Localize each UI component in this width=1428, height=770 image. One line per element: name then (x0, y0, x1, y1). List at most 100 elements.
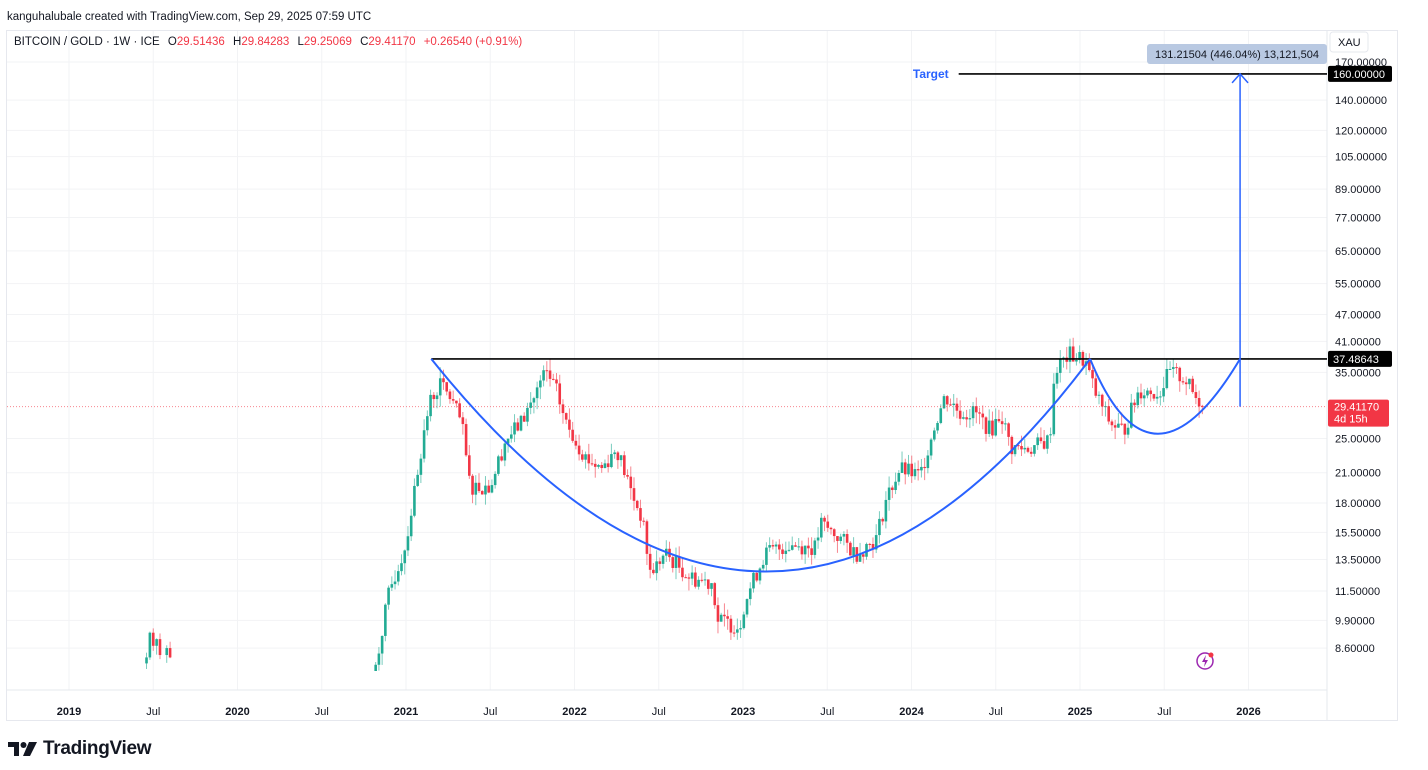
candle-body (803, 545, 807, 555)
candle-body (945, 396, 949, 405)
candle-body (690, 572, 694, 579)
candle-body (829, 527, 833, 530)
candle-body (710, 583, 713, 589)
candle-body (816, 537, 820, 541)
currency-box[interactable] (1329, 31, 1369, 53)
candle-body (978, 412, 981, 414)
candle-body (400, 563, 403, 572)
candle-body (1097, 394, 1101, 396)
candle-body (1165, 369, 1169, 389)
candle-body (952, 403, 955, 406)
candle-body (616, 452, 620, 461)
candle-body (1007, 423, 1010, 437)
candle-body (968, 418, 972, 420)
high-label: H (233, 36, 242, 48)
resistance-price-label-box (1328, 350, 1392, 367)
candle-body (1136, 392, 1140, 406)
candle-body (648, 553, 652, 570)
candle-body (1120, 423, 1123, 425)
candle-body (768, 545, 771, 548)
candle-body (539, 380, 542, 388)
price-tick-label: 21.00000 (1335, 468, 1381, 480)
candle-body (581, 454, 584, 460)
candle-body (1036, 437, 1039, 446)
candle-body (1107, 406, 1110, 422)
candle-body (1042, 441, 1046, 449)
candle-body (532, 398, 536, 403)
candle-body (920, 466, 923, 471)
candle-body (900, 462, 904, 473)
lightning-icon-ring (1196, 652, 1214, 670)
symbol-title[interactable]: BITCOIN / GOLD · 1W · ICE (14, 36, 160, 48)
tradingview-logo[interactable]: TradingView (8, 738, 152, 760)
handle-curve[interactable] (1089, 358, 1241, 435)
candle-body (842, 534, 846, 537)
currency-label: XAU (1338, 37, 1361, 49)
candle-body (610, 454, 613, 468)
candle-body (1139, 392, 1143, 399)
candle-body (522, 415, 526, 422)
candle-body (1033, 445, 1036, 454)
candle-body (396, 571, 400, 582)
candle-body (1039, 437, 1043, 442)
candle-body (1155, 396, 1159, 399)
candle-body (1142, 395, 1146, 399)
candle-body (606, 463, 610, 468)
candle-body (558, 383, 562, 405)
candle-body (881, 518, 884, 522)
price-axis[interactable]: 170.00000140.00000120.00000105.0000089.0… (1328, 31, 1392, 655)
candle-body (826, 521, 830, 528)
candle-body (1171, 367, 1175, 369)
candle-body (390, 584, 394, 588)
candle-body (813, 540, 817, 555)
candle-body (1049, 434, 1052, 436)
candle-body (490, 485, 494, 493)
change-value: +0.26540 (+0.91%) (423, 36, 523, 48)
candle-body (929, 439, 933, 456)
time-tick-label: 2019 (57, 706, 81, 718)
candle-body (991, 420, 994, 436)
candle-body (658, 561, 662, 564)
candle-body (800, 546, 804, 555)
candle-body (623, 455, 626, 476)
candle-body (387, 587, 390, 605)
candle-body (639, 508, 642, 521)
candle-body (384, 604, 387, 636)
close-value: 29.41170 (368, 36, 416, 48)
candle-body (874, 535, 878, 550)
candle-body (1068, 346, 1072, 362)
candle-body (887, 487, 891, 500)
candle-body (1091, 370, 1094, 379)
candle-body (716, 605, 720, 622)
candle-body (155, 639, 158, 646)
candle-body (480, 491, 484, 495)
candle-body (497, 456, 500, 474)
candle-body (455, 400, 458, 404)
candle-body (548, 370, 552, 379)
candle-body (903, 462, 907, 475)
candle-body (674, 556, 678, 568)
candle-body (878, 518, 881, 536)
candle-body (884, 499, 888, 522)
candle-body (1055, 372, 1059, 384)
lightning-icon[interactable] (1196, 652, 1214, 670)
candle-body (671, 557, 675, 568)
candle-body (1029, 451, 1033, 454)
candle-body (942, 396, 946, 409)
candle-body (1181, 381, 1185, 383)
candle-body (1071, 346, 1075, 362)
low-value: 29.25069 (303, 36, 352, 48)
candle-body (984, 417, 988, 434)
time-tick-label: 2023 (731, 706, 755, 718)
chart-credit: kanguhalubale created with TradingView.c… (7, 11, 372, 23)
candle-body (652, 569, 655, 574)
time-tick-label: 2026 (1236, 706, 1260, 718)
drawings[interactable]: Target 131.21504 (446.04%) 13,121,504 (7, 44, 1327, 670)
candle-body (849, 542, 852, 556)
cup-curve[interactable] (430, 358, 1091, 573)
time-axis[interactable]: 2019 Jul 2020 Jul 2021 Jul 2022 Jul 2023 Jul 2024 J… (57, 706, 1261, 718)
target-label: Target (913, 67, 949, 81)
time-tick-label: 2021 (394, 706, 418, 718)
candle-body (839, 536, 842, 541)
